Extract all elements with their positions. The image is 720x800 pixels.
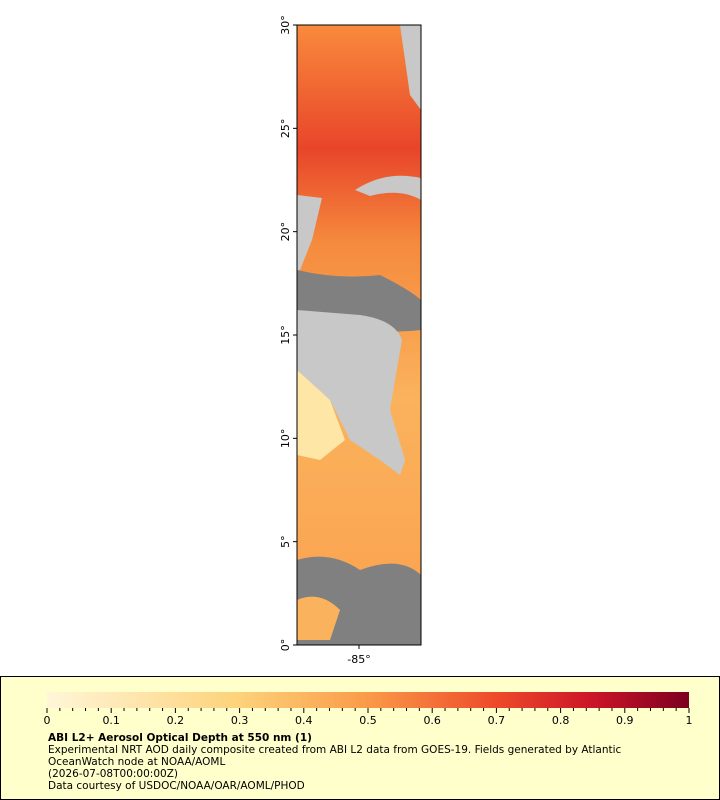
colorbar-tick-label: 0 bbox=[44, 714, 51, 727]
colorbar-tick-label: 0.6 bbox=[423, 714, 441, 727]
caption-line: (2026-07-08T00:00:00Z) bbox=[48, 768, 178, 780]
caption-title: ABI L2+ Aerosol Optical Depth at 550 nm … bbox=[48, 732, 312, 744]
caption-line: OceanWatch node at NOAA/AOML bbox=[48, 756, 225, 768]
colorbar-tick-label: 0.1 bbox=[102, 714, 120, 727]
lat-tick-label: 10° bbox=[279, 429, 292, 449]
colorbar bbox=[47, 692, 689, 708]
colorbar-tick-label: 0.2 bbox=[167, 714, 185, 727]
colorbar-tick-label: 0.5 bbox=[359, 714, 377, 727]
lat-tick-label: 25° bbox=[279, 119, 292, 139]
lat-tick-label: 5° bbox=[279, 535, 292, 548]
colorbar-tick-label: 0.3 bbox=[231, 714, 249, 727]
colorbar-tick-label: 0.9 bbox=[616, 714, 634, 727]
lat-tick-label: 30° bbox=[279, 15, 292, 35]
lat-tick-label: 20° bbox=[279, 222, 292, 242]
caption-line: Experimental NRT AOD daily composite cre… bbox=[48, 744, 622, 756]
colorbar-tick-label: 1 bbox=[686, 714, 693, 727]
lat-tick-label: 0° bbox=[279, 639, 292, 652]
lat-tick-label: 15° bbox=[279, 325, 292, 345]
colorbar-tick-label: 0.4 bbox=[295, 714, 313, 727]
map-image bbox=[297, 25, 421, 645]
colorbar-tick-label: 0.8 bbox=[552, 714, 570, 727]
lon-tick-label: -85° bbox=[347, 653, 370, 666]
colorbar-tick-label: 0.7 bbox=[488, 714, 506, 727]
caption-line: Data courtesy of USDOC/NOAA/OAR/AOML/PHO… bbox=[48, 780, 305, 792]
